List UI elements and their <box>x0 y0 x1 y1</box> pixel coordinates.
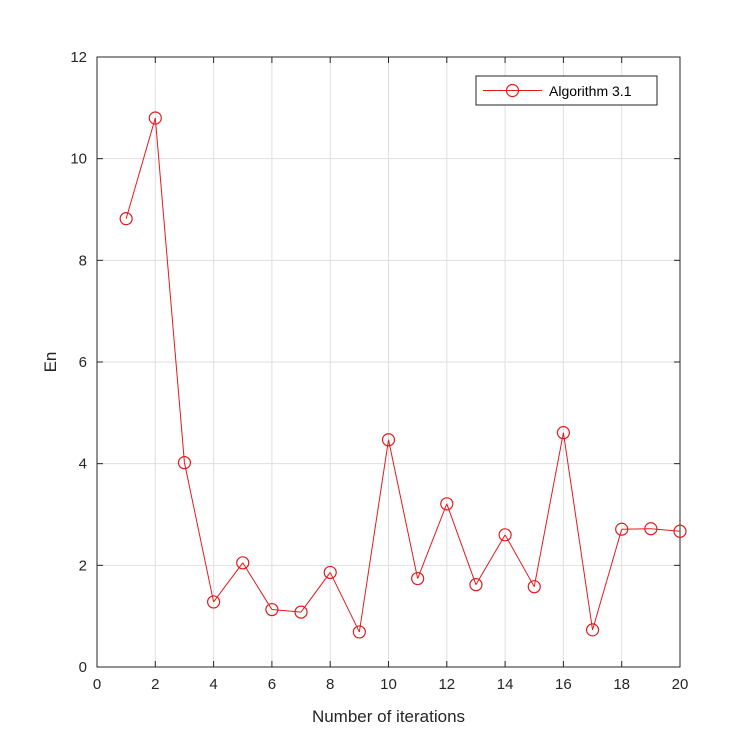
series-line-segment <box>650 528 681 532</box>
data-point <box>440 497 454 511</box>
data-point <box>556 426 571 440</box>
series-line-segment <box>417 503 448 579</box>
series-line-segment <box>475 534 506 585</box>
x-tick-label: 6 <box>268 676 276 693</box>
data-point <box>498 528 512 542</box>
y-axis-label: En <box>41 352 60 373</box>
series-group <box>119 111 687 639</box>
series-line-segment <box>592 529 623 631</box>
data-point <box>265 602 279 617</box>
data-point <box>411 571 425 586</box>
x-tick-label: 8 <box>326 676 334 693</box>
data-point <box>527 580 541 594</box>
data-point <box>381 433 396 447</box>
series-line-segment <box>329 572 360 633</box>
data-point <box>148 111 162 125</box>
series-line-segment <box>154 117 185 463</box>
data-point <box>236 556 250 570</box>
legend: Algorithm 3.1 <box>475 75 658 106</box>
series-line-segment <box>621 528 651 530</box>
data-point <box>352 625 366 639</box>
y-tick-label: 2 <box>79 557 87 574</box>
x-tick-label: 18 <box>613 676 630 693</box>
series-line-segment <box>562 432 594 630</box>
series-line-segment <box>446 503 477 585</box>
series-line-segment <box>388 439 419 579</box>
x-tick-label: 0 <box>93 676 101 693</box>
data-point <box>673 524 687 538</box>
legend-label: Algorithm 3.1 <box>549 83 632 99</box>
x-tick-label: 20 <box>672 676 689 693</box>
series-line-segment <box>533 432 564 587</box>
series-line-segment <box>242 562 273 610</box>
y-tick-label: 8 <box>79 252 87 269</box>
legend-marker-icon <box>505 83 520 98</box>
series-line-segment <box>300 572 331 613</box>
x-tick-label: 16 <box>555 676 572 693</box>
y-tick-label: 0 <box>79 659 87 676</box>
y-tick-label: 4 <box>79 456 87 473</box>
series-line-segment <box>271 609 302 613</box>
y-tick-label: 6 <box>79 354 87 371</box>
data-point <box>294 605 308 619</box>
data-point <box>119 212 133 226</box>
y-tick-label: 10 <box>70 151 87 168</box>
data-point <box>323 565 337 580</box>
x-axis-label: Number of iterations <box>312 707 465 726</box>
y-tick-label: 12 <box>70 49 87 66</box>
x-tick-label: 2 <box>151 676 159 693</box>
x-tick-label: 14 <box>497 676 514 693</box>
x-tick-label: 4 <box>209 676 217 693</box>
data-point <box>207 595 221 609</box>
data-point <box>615 522 629 536</box>
series-line-segment <box>125 117 156 219</box>
x-tick-label: 12 <box>438 676 455 693</box>
data-point <box>469 578 483 592</box>
data-point <box>644 522 658 536</box>
series-line-segment <box>504 534 535 587</box>
x-tick-label: 10 <box>380 676 397 693</box>
grid <box>97 57 680 667</box>
axis-ticks: 0 2 4 6 8 10 12 14 16 18 20 0 2 4 6 8 10 12 <box>70 49 688 693</box>
series-line-segment <box>183 462 215 603</box>
series-line-segment <box>213 562 244 603</box>
data-point <box>585 623 600 637</box>
data-point <box>177 456 192 470</box>
series-line-segment <box>358 439 389 632</box>
series-layer <box>119 111 687 639</box>
